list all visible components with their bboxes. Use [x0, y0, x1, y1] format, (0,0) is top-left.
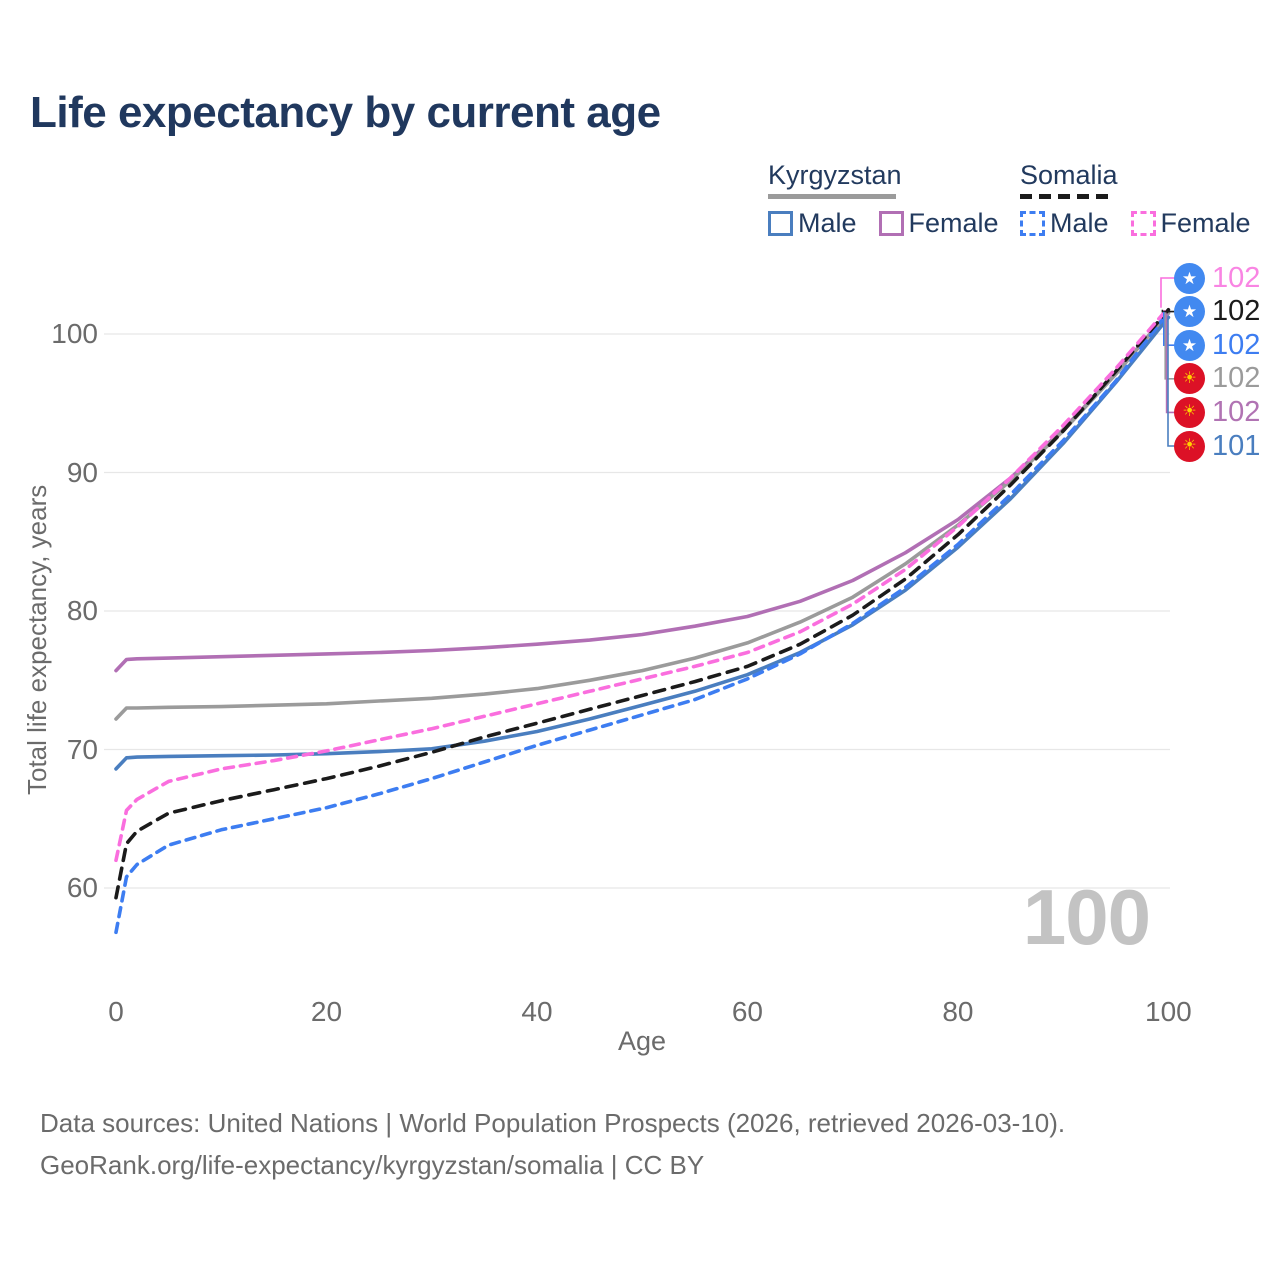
end-label-so-male: ★ 102 — [1174, 329, 1260, 361]
kyrgyzstan-flag-icon: ☀ — [1174, 430, 1205, 462]
end-value-kg-male: 101 — [1212, 429, 1261, 462]
series-line-kg-female[interactable] — [114, 311, 1171, 673]
end-value-kg-female: 102 — [1212, 395, 1261, 428]
x-tick-0: 0 — [108, 996, 124, 1027]
leader-line-so-all — [1161, 309, 1177, 313]
end-label-kg-female: ☀ 102 — [1174, 396, 1260, 428]
leader-line-kg-all — [1164, 312, 1177, 380]
somalia-male-checkbox[interactable] — [1020, 211, 1045, 236]
y-tick-100: 100 — [51, 318, 98, 349]
kyrgyzstan-flag-glyph: ☀ — [1182, 403, 1197, 421]
legend-item-kyrgyzstan-male[interactable]: Male — [768, 208, 857, 239]
y-tick-90: 90 — [66, 456, 98, 488]
somalia-flag-icon: ★ — [1174, 329, 1205, 361]
somalia-flag-glyph: ★ — [1181, 268, 1198, 288]
end-value-so-male: 102 — [1212, 328, 1261, 361]
legend-country-kyrgyzstan[interactable]: Kyrgyzstan — [768, 160, 902, 190]
page-title: Life expectancy by current age — [30, 88, 661, 137]
y-axis-title: Total life expectancy, years — [22, 484, 52, 795]
leader-line-so-female — [1160, 277, 1177, 308]
legend-item-somalia-female[interactable]: Female — [1130, 208, 1251, 239]
x-tick-80: 80 — [942, 996, 974, 1027]
legend-group-kyrgyzstan: Kyrgyzstan Male Female — [768, 160, 999, 239]
series-line-kg-all[interactable] — [114, 310, 1171, 721]
series-line-so-female[interactable] — [114, 305, 1171, 863]
leader-line-kg-female — [1165, 313, 1177, 414]
somalia-female-checkbox[interactable] — [1130, 211, 1156, 236]
end-label-kg-male: ☀ 101 — [1174, 430, 1260, 462]
kyrgyzstan-flag-icon: ☀ — [1174, 396, 1205, 428]
y-tick-60: 60 — [66, 872, 98, 903]
kyrgyzstan-flag-icon: ☀ — [1174, 363, 1205, 395]
somalia-flag-icon: ★ — [1174, 296, 1205, 328]
kyrgyzstan-solid-line-swatch — [768, 194, 896, 199]
legend-item-kyrgyzstan-female[interactable]: Female — [878, 208, 999, 239]
legend-country-somalia[interactable]: Somalia — [1020, 160, 1118, 190]
kyrgyzstan-female-checkbox[interactable] — [878, 211, 904, 236]
x-tick-40: 40 — [521, 996, 553, 1027]
end-value-kg-all: 102 — [1212, 362, 1261, 395]
somalia-dashed-line-swatch — [1020, 194, 1110, 199]
series-line-so-all[interactable] — [114, 307, 1171, 900]
kyrgyzstan-flag-glyph: ☀ — [1182, 437, 1197, 454]
x-tick-60: 60 — [731, 996, 764, 1027]
legend-group-somalia: Somalia Male Female — [1020, 160, 1251, 239]
somalia-flag-glyph: ★ — [1181, 335, 1198, 355]
series-line-kg-male[interactable] — [114, 315, 1171, 771]
kyrgyzstan-flag-glyph: ☀ — [1182, 369, 1197, 387]
x-axis-title: Age — [617, 1026, 667, 1056]
somalia-flag-icon: ★ — [1174, 262, 1205, 294]
hover-age-watermark: 100 — [1022, 873, 1151, 961]
leader-line-so-male — [1163, 311, 1177, 347]
end-label-so-all: ★ 102 — [1174, 295, 1261, 328]
data-sources-text: Data sources: United Nations | World Pop… — [40, 1108, 1066, 1138]
end-label-kg-all: ☀ 102 — [1174, 362, 1261, 395]
x-tick-20: 20 — [310, 996, 343, 1027]
end-value-so-female: 102 — [1212, 261, 1261, 294]
y-tick-70: 70 — [66, 733, 98, 765]
x-tick-100: 100 — [1145, 996, 1192, 1027]
legend-item-somalia-male[interactable]: Male — [1020, 208, 1109, 239]
attribution-text: GeoRank.org/life-expectancy/kyrgyzstan/s… — [40, 1150, 705, 1180]
end-label-so-female: ★ 102 — [1174, 262, 1260, 294]
series-line-so-male[interactable] — [114, 309, 1171, 935]
somalia-flag-glyph: ★ — [1181, 302, 1198, 322]
y-tick-80: 80 — [66, 595, 98, 626]
kyrgyzstan-male-checkbox[interactable] — [768, 211, 793, 236]
end-value-so-all: 102 — [1212, 295, 1261, 328]
